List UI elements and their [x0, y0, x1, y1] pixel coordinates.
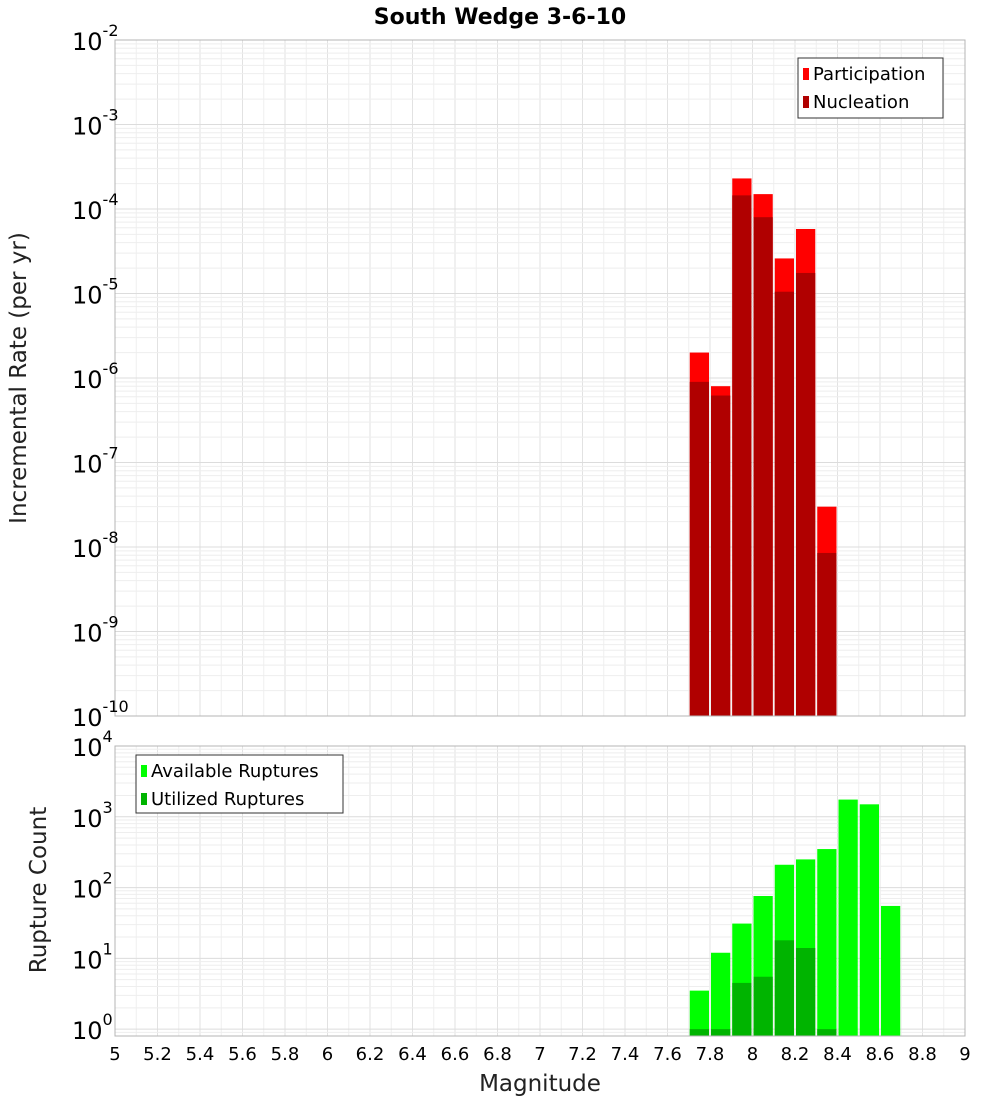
- x-tick-label: 9: [959, 1044, 970, 1065]
- legend-swatch: [803, 68, 809, 80]
- legend-box: [135, 754, 344, 814]
- y-tick-label: 104: [72, 727, 113, 762]
- bar-nucleation: [774, 291, 794, 716]
- top-panel: 10-2 10-3 10-4 10-5 10-6 10-7 10-8 10-9 10-10 Par…: [72, 21, 966, 732]
- legend-label: Participation: [813, 64, 925, 85]
- y-tick-label: 103: [72, 798, 113, 833]
- x-tick-label: 7: [534, 1044, 545, 1065]
- bar-nucleation: [753, 217, 773, 716]
- x-tick-label: 5.6: [228, 1044, 257, 1065]
- x-tick-label: 7.4: [611, 1044, 640, 1065]
- x-tick-label: 8.8: [908, 1044, 937, 1065]
- bars: [689, 799, 901, 1036]
- y-tick-label: 101: [72, 939, 113, 974]
- bar-available-ruptures: [859, 804, 879, 1036]
- x-tick-label: 8.4: [823, 1044, 852, 1065]
- x-tick-label: 6.8: [483, 1044, 512, 1065]
- bar-available-ruptures: [881, 905, 901, 1036]
- y-tick-label: 10-9: [72, 613, 119, 648]
- x-tick-label: 8.6: [866, 1044, 895, 1065]
- y-tick-labels: 104 103 102 101 100: [72, 727, 113, 1045]
- x-tick-label: 5: [109, 1044, 120, 1065]
- x-tick-label: 6.4: [398, 1044, 427, 1065]
- legend: Available Ruptures Utilized Ruptures: [135, 754, 344, 814]
- x-tick-label: 8: [747, 1044, 758, 1065]
- x-tick-label: 5.4: [186, 1044, 215, 1065]
- x-tick-label: 7.8: [696, 1044, 725, 1065]
- y-tick-label: 10-4: [72, 190, 119, 225]
- bar-nucleation: [796, 272, 816, 716]
- y-tick-label: 10-10: [72, 697, 129, 732]
- bar-utilized-ruptures: [732, 982, 752, 1036]
- bars: [689, 178, 837, 717]
- bottom-y-axis-label: Rupture Count: [26, 807, 52, 973]
- legend-label: Available Ruptures: [151, 761, 319, 782]
- bar-nucleation: [689, 381, 709, 716]
- bar-utilized-ruptures: [796, 948, 816, 1036]
- legend-box: [797, 57, 944, 119]
- bar-available-ruptures: [817, 849, 837, 1036]
- legend-label: Nucleation: [813, 92, 909, 113]
- x-axis-label: Magnitude: [479, 1071, 601, 1097]
- plot-frame: [114, 39, 966, 717]
- y-tick-label: 10-6: [72, 359, 119, 394]
- y-tick-label: 10-7: [72, 444, 119, 479]
- x-tick-label: 6.6: [441, 1044, 470, 1065]
- x-tick-label: 6.2: [356, 1044, 385, 1065]
- bar-utilized-ruptures: [689, 1029, 709, 1036]
- bottom-panel: 104 103 102 101 100 Available Ruptures Utilize…: [72, 727, 971, 1065]
- x-tick-label: 5.8: [271, 1044, 300, 1065]
- legend-swatch: [803, 96, 809, 108]
- legend-label: Utilized Ruptures: [151, 789, 304, 810]
- bar-utilized-ruptures: [711, 1029, 731, 1036]
- plot-frame: [114, 745, 966, 1037]
- y-tick-label: 102: [72, 869, 113, 904]
- y-tick-label: 10-5: [72, 275, 119, 310]
- grid: [114, 39, 966, 717]
- bar-available-ruptures: [689, 990, 709, 1036]
- legend-swatch: [141, 793, 147, 805]
- x-tick-label: 7.6: [653, 1044, 682, 1065]
- bar-utilized-ruptures: [817, 1029, 837, 1036]
- y-tick-labels: 10-2 10-3 10-4 10-5 10-6 10-7 10-8 10-9 10-10: [72, 21, 129, 732]
- bar-nucleation: [732, 195, 752, 717]
- x-tick-label: 8.2: [781, 1044, 810, 1065]
- x-tick-label: 7.2: [568, 1044, 597, 1065]
- legend: Participation Nucleation: [797, 57, 944, 119]
- y-tick-label: 10-3: [72, 106, 119, 141]
- y-tick-label: 10-8: [72, 528, 119, 563]
- bar-utilized-ruptures: [753, 976, 773, 1036]
- bar-available-ruptures: [711, 952, 731, 1036]
- top-y-axis-label: Incremental Rate (per yr): [6, 232, 32, 524]
- bar-available-ruptures: [838, 799, 858, 1036]
- bar-nucleation: [817, 552, 837, 716]
- x-tick-label: 5.2: [143, 1044, 172, 1065]
- chart-title: South Wedge 3-6-10: [374, 5, 626, 30]
- y-tick-label: 10-2: [72, 21, 119, 56]
- y-tick-label: 100: [72, 1010, 113, 1045]
- legend-swatch: [141, 765, 147, 777]
- x-tick-label: 6: [322, 1044, 333, 1065]
- bar-nucleation: [711, 395, 731, 716]
- x-tick-labels: 5 5.2 5.4 5.6 5.8 6 6.2 6.4 6.6 6.8 7 7.2 7.4 7.6 7.8 8…: [109, 1044, 970, 1065]
- bar-utilized-ruptures: [774, 940, 794, 1036]
